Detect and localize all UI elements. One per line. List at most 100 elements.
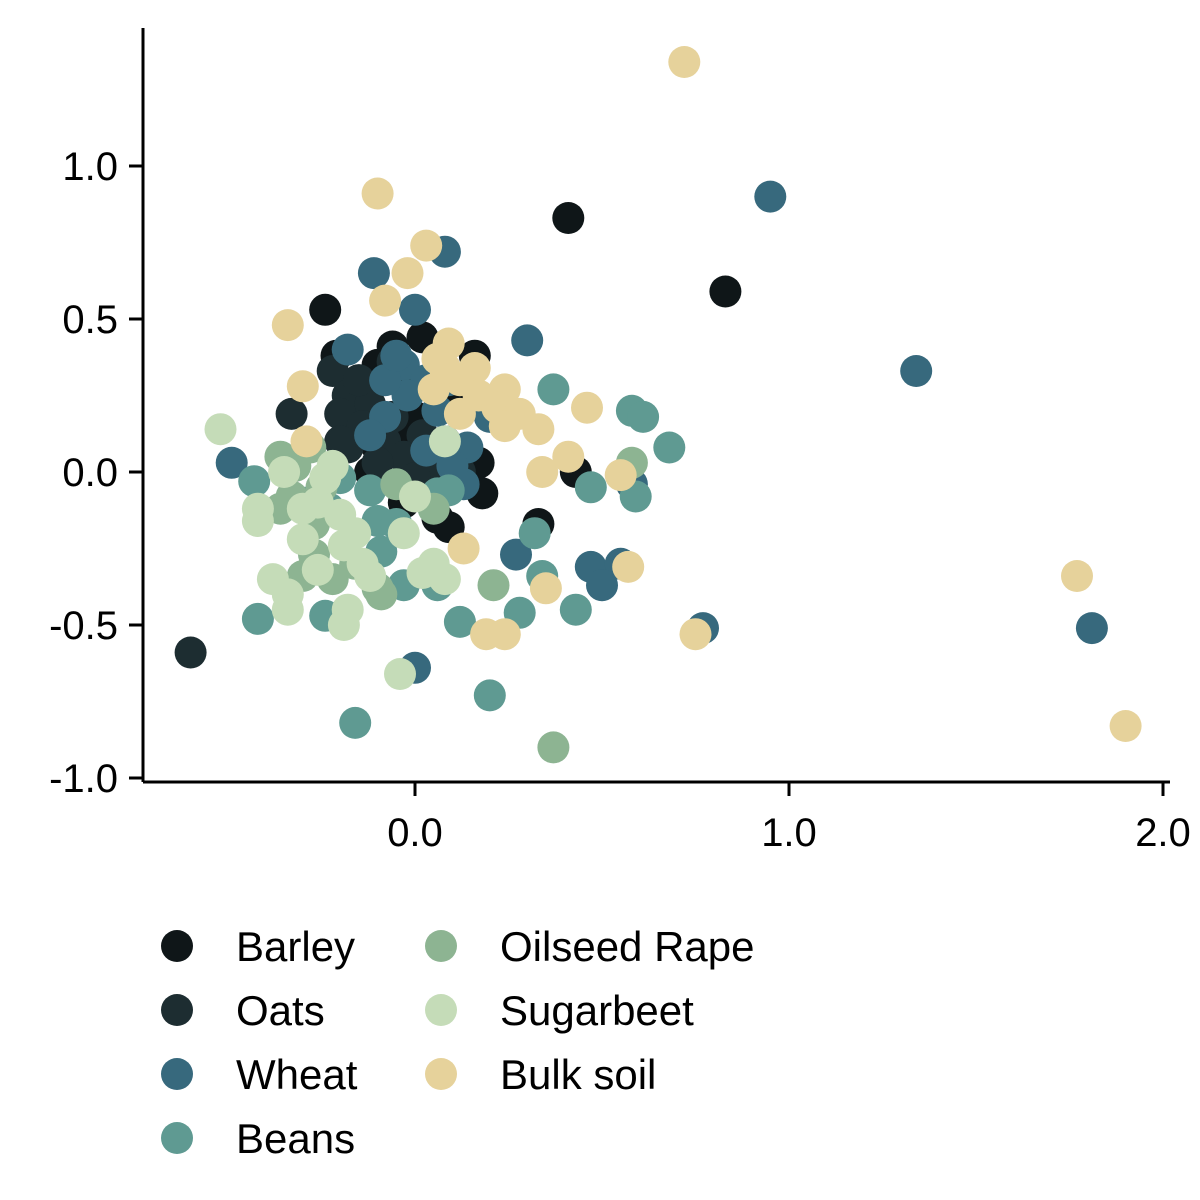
- data-point: [473, 679, 506, 712]
- legend-label: Wheat: [236, 1051, 358, 1098]
- data-point: [574, 471, 607, 504]
- data-point: [679, 618, 712, 651]
- data-point: [627, 400, 660, 433]
- data-point: [511, 324, 544, 357]
- data-point: [668, 46, 701, 78]
- data-point: [428, 352, 461, 384]
- data-point: [387, 517, 420, 550]
- data-point: [290, 425, 323, 458]
- data-point: [339, 517, 372, 550]
- y-tick-label: 0.0: [62, 451, 118, 495]
- data-point: [522, 413, 555, 446]
- data-point: [518, 517, 551, 550]
- data-point: [537, 373, 570, 406]
- data-point: [754, 180, 787, 213]
- data-point: [309, 293, 342, 326]
- data-point: [361, 177, 394, 210]
- legend-label: Beans: [236, 1115, 355, 1162]
- y-tick-label: 0.5: [62, 298, 118, 342]
- data-point: [215, 446, 248, 479]
- data-point: [204, 413, 237, 446]
- data-point: [653, 431, 686, 464]
- data-point: [174, 636, 207, 669]
- legend-label: Oats: [236, 987, 325, 1034]
- data-point: [271, 309, 304, 342]
- data-point: [1061, 560, 1093, 592]
- legend-item: Beans: [161, 1115, 355, 1162]
- data-point: [443, 605, 476, 638]
- data-point: [447, 532, 480, 565]
- data-point: [399, 293, 431, 326]
- data-point: [410, 229, 443, 262]
- legend-marker: [161, 1058, 193, 1090]
- legend-item: Oilseed Rape: [425, 923, 754, 970]
- data-point: [586, 569, 618, 602]
- data-point: [391, 379, 424, 412]
- data-point: [342, 364, 375, 397]
- legend-label: Bulk soil: [500, 1051, 656, 1098]
- data-point: [301, 553, 334, 586]
- data-point: [271, 593, 304, 626]
- data-point: [354, 474, 387, 507]
- data-point: [369, 364, 402, 397]
- data-point: [275, 397, 308, 430]
- data-point: [443, 397, 476, 430]
- data-point: [361, 446, 394, 479]
- legend-item: Sugarbeet: [425, 987, 694, 1034]
- legend-marker: [425, 1058, 457, 1090]
- data-point: [500, 538, 532, 571]
- data-point: [399, 480, 431, 513]
- legend: Barley Oats Wheat Beans Oilseed Rape Sugarbee…: [161, 923, 754, 1162]
- data-point: [529, 572, 562, 605]
- data-point: [488, 410, 521, 443]
- legend-marker: [161, 930, 193, 962]
- x-tick-label: 0.0: [387, 811, 443, 855]
- data-point: [354, 419, 387, 452]
- data-point: [559, 593, 592, 626]
- legend-marker: [161, 994, 193, 1026]
- data-point: [324, 425, 357, 458]
- x-tick-label: 1.0: [761, 811, 817, 855]
- data-point: [477, 569, 510, 602]
- data-point: [357, 257, 390, 290]
- data-point: [604, 459, 637, 492]
- data-point: [552, 440, 585, 473]
- y-tick-label: -1.0: [49, 757, 118, 801]
- legend-marker: [425, 930, 457, 962]
- data-point: [339, 706, 372, 739]
- legend-label: Oilseed Rape: [500, 923, 754, 970]
- data-point: [526, 456, 559, 488]
- data-point: [286, 370, 319, 403]
- data-points: [174, 46, 1142, 764]
- data-point: [369, 284, 402, 317]
- data-point: [286, 523, 319, 556]
- data-point: [1075, 612, 1108, 645]
- legend-item: Bulk soil: [425, 1051, 656, 1098]
- data-point: [331, 593, 364, 626]
- data-point: [900, 355, 933, 387]
- x-tick-label: 2.0: [1135, 811, 1191, 855]
- data-point: [241, 602, 274, 635]
- data-point: [238, 465, 271, 498]
- data-point: [428, 425, 461, 458]
- y-tick-label: -0.5: [49, 604, 118, 648]
- data-point: [384, 658, 416, 690]
- legend-item: Wheat: [161, 1051, 358, 1098]
- legend-item: Oats: [161, 987, 325, 1034]
- legend-item: Barley: [161, 923, 355, 970]
- data-point: [268, 456, 301, 488]
- data-point: [391, 257, 424, 290]
- legend-label: Sugarbeet: [500, 987, 694, 1034]
- data-point: [354, 560, 387, 592]
- y-tick-label: 1.0: [62, 145, 118, 189]
- data-point: [537, 731, 570, 764]
- legend-label: Barley: [236, 923, 355, 970]
- data-point: [331, 333, 364, 366]
- data-point: [571, 391, 603, 424]
- data-point: [380, 339, 413, 372]
- legend-marker: [425, 994, 457, 1026]
- data-point: [709, 275, 742, 308]
- data-point: [436, 449, 469, 482]
- data-point: [417, 547, 450, 580]
